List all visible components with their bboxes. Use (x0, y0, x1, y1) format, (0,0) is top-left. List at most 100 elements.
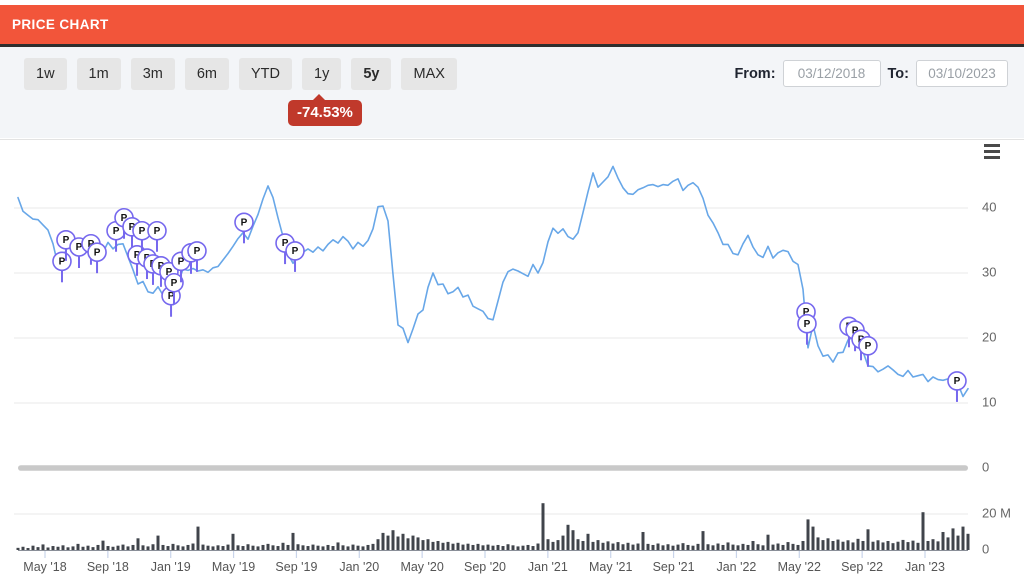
volume-bar (656, 543, 660, 550)
x-axis-label: Jan '20 (339, 560, 379, 574)
change-badge: -74.53% (288, 94, 362, 126)
to-date-input[interactable] (916, 60, 1008, 87)
volume-bar (306, 546, 310, 550)
volume-bar (381, 532, 385, 550)
range-button-1w[interactable]: 1w (24, 58, 67, 90)
volume-bar (336, 542, 340, 550)
event-marker[interactable]: P (285, 241, 305, 272)
volume-axis-label: 20 M (982, 505, 1011, 520)
event-marker[interactable]: P (234, 212, 254, 244)
event-marker[interactable]: P (947, 371, 967, 402)
x-axis-label: May '21 (589, 560, 632, 574)
volume-bar (316, 545, 320, 550)
range-button-5y[interactable]: 5y (351, 58, 392, 90)
volume-bar (766, 534, 770, 550)
volume-bar (46, 547, 50, 550)
svg-text:P: P (803, 307, 810, 318)
event-marker[interactable]: P (797, 313, 817, 345)
volume-bar (551, 541, 555, 550)
event-marker[interactable]: P (858, 336, 878, 367)
volume-bar (96, 544, 100, 550)
volume-bar (346, 546, 350, 550)
volume-bar (941, 532, 945, 550)
volume-bar (286, 544, 290, 550)
volume-bar (836, 539, 840, 550)
volume-bar (356, 545, 360, 550)
volume-bar (276, 546, 280, 550)
volume-bar (196, 526, 200, 550)
event-marker[interactable]: P (187, 241, 207, 272)
range-button-6m[interactable]: 6m (184, 58, 230, 90)
range-button-ytd[interactable]: YTD (239, 58, 293, 90)
range-selector: 1w 1m 3m 6m YTD 1y 5y MAX (24, 58, 457, 90)
event-marker[interactable]: P (147, 220, 167, 252)
volume-bar (101, 540, 105, 550)
zero-baseline-bar (18, 465, 968, 471)
volume-bar (86, 545, 90, 550)
volume-bar (51, 546, 55, 550)
range-button-3m[interactable]: 3m (130, 58, 175, 90)
volume-bar (771, 544, 775, 550)
event-marker[interactable]: P (87, 242, 107, 274)
volume-bar (826, 538, 830, 550)
volume-bar (226, 544, 230, 550)
svg-text:P: P (178, 256, 185, 267)
event-marker[interactable]: P (52, 251, 72, 283)
volume-bar (626, 542, 630, 550)
event-marker[interactable]: P (164, 272, 184, 304)
volume-bar (761, 545, 765, 550)
volume-bar (781, 544, 785, 550)
volume-bar (326, 544, 330, 550)
svg-text:P: P (166, 267, 173, 278)
volume-bar (436, 541, 440, 550)
x-axis-label: Jan '21 (528, 560, 568, 574)
x-axis-label: May '22 (778, 560, 821, 574)
volume-bar (556, 540, 560, 550)
svg-text:P: P (113, 226, 120, 237)
volume-bar (231, 533, 235, 550)
volume-bar (431, 541, 435, 550)
svg-text:P: P (63, 235, 70, 246)
from-date-input[interactable] (782, 60, 881, 87)
volume-bar (931, 539, 935, 550)
volume-bar (501, 546, 505, 550)
volume-bar (841, 541, 845, 550)
volume-bar (331, 546, 335, 550)
range-button-1y[interactable]: 1y (302, 58, 342, 90)
volume-bar (26, 548, 30, 550)
volume-bar (171, 543, 175, 550)
volume-bar (956, 535, 960, 550)
volume-bar (631, 544, 635, 550)
volume-bar (486, 544, 490, 550)
volume-bar (321, 546, 325, 550)
volume-bar (866, 529, 870, 550)
volume-bar (236, 545, 240, 550)
volume-bar (846, 540, 850, 550)
change-badge-value: -74.53% (297, 104, 353, 121)
volume-bar (856, 538, 860, 550)
volume-bar (566, 524, 570, 550)
range-button-max[interactable]: MAX (401, 58, 457, 90)
volume-bar (706, 544, 710, 550)
chart-menu-icon[interactable] (984, 144, 1000, 159)
x-axis-label: Jan '22 (716, 560, 756, 574)
volume-bar (591, 541, 595, 550)
volume-bar (821, 540, 825, 550)
price-axis-label: 30 (982, 264, 996, 279)
volume-bar (491, 545, 495, 550)
volume-bar (311, 544, 315, 550)
volume-bar (446, 541, 450, 550)
volume-bar (451, 543, 455, 550)
svg-text:P: P (171, 278, 178, 289)
volume-bar (901, 539, 905, 550)
x-axis-label: Sep '19 (275, 560, 317, 574)
volume-bar (426, 539, 430, 550)
range-button-1m[interactable]: 1m (76, 58, 121, 90)
volume-bar (146, 546, 150, 550)
volume-bar (561, 535, 565, 550)
volume-bar (951, 528, 955, 550)
from-label: From: (734, 65, 776, 82)
volume-bar (376, 539, 380, 550)
svg-text:P: P (94, 247, 101, 258)
volume-bar (571, 530, 575, 550)
